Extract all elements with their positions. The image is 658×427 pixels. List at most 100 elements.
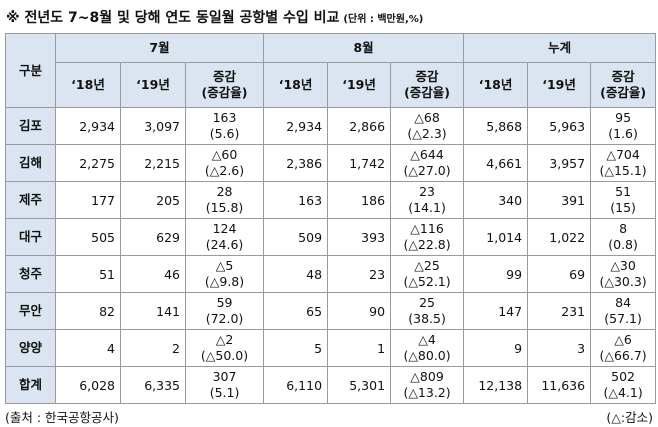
cell-line: (△2.6) (204, 163, 245, 178)
cell-line: ‘19년 (136, 77, 170, 92)
cell-line: △5 (215, 258, 234, 273)
value-cell: 4,661 (463, 144, 529, 182)
value-cell: 2 (120, 329, 186, 367)
row-header: 양양 (5, 329, 56, 367)
change-cell: △68 (△2.3) (390, 107, 465, 145)
row-header: 김포 (5, 107, 56, 145)
cell-line: 증감 (415, 69, 439, 84)
value-cell: 2,866 (327, 107, 392, 145)
table-head: 구분 7월 8월 누계 ‘18년 ‘19년 증감 (증감율) ‘18년 ‘19년 증감 (증감율) ‘1… (5, 33, 657, 108)
value-cell: 1,742 (327, 144, 392, 182)
row-header: 무안 (5, 292, 56, 330)
unit: (단위 : 백만원,%) (343, 14, 424, 25)
source: (출처 : 한국공항공사) (5, 410, 119, 425)
change-cell: 8 (0.8) (590, 218, 657, 256)
column-header: ‘18년 (55, 62, 121, 108)
cell-line: (24.6) (205, 237, 244, 252)
value-cell: 177 (55, 181, 121, 219)
data-row: 합계 6,028 6,335 307 (5.1) 6,110 5,301 △809 (△13.2… (5, 366, 657, 404)
column-header: 증감 (증감율) (390, 62, 465, 108)
cell-line: ‘18년 (278, 77, 313, 92)
change-cell: 124 (24.6) (184, 218, 265, 256)
cell-line: △116 (410, 221, 444, 236)
value-cell: 340 (463, 181, 529, 219)
table-body: 김포 2,934 3,097 163 (5.6) 2,934 2,866 △68 (△2.3) 5… (5, 107, 657, 404)
cell-line: (5.1) (209, 385, 240, 400)
cell-line: (38.5) (408, 311, 446, 326)
change-cell: △116 (△22.8) (390, 218, 465, 256)
change-cell: △5 (△9.8) (184, 255, 265, 293)
value-cell: 5 (263, 329, 329, 367)
change-cell: △60 (△2.6) (184, 144, 265, 182)
value-cell: 4 (55, 329, 121, 367)
value-cell: 163 (263, 181, 329, 219)
corner: 구분 (5, 33, 56, 108)
group-header: 누계 (463, 33, 657, 63)
revenue-table: 구분 7월 8월 누계 ‘18년 ‘19년 증감 (증감율) ‘18년 ‘19년 증감 (증감율) ‘1… (5, 33, 657, 404)
row-header: 김해 (5, 144, 56, 182)
value-cell: 231 (527, 292, 592, 330)
change-cell: 23 (14.1) (390, 181, 465, 219)
cell-line: 84 (615, 295, 632, 310)
cell-line: ‘19년 (542, 77, 576, 92)
value-cell: 51 (55, 255, 121, 293)
group-header: 8월 (263, 33, 465, 63)
cell-line: (△9.8) (204, 274, 245, 289)
row-header: 대구 (5, 218, 56, 256)
value-cell: 69 (527, 255, 592, 293)
cell-line: (증감율) (600, 85, 647, 100)
value-cell: 23 (327, 255, 392, 293)
row-header: 청주 (5, 255, 56, 293)
value-cell: 5,868 (463, 107, 529, 145)
data-row: 양양 4 2 △2 (△50.0) 5 1 △4 (△80.0) 9 3 △6 (△66.7) (5, 329, 657, 367)
group-row: 구분 7월 8월 누계 (5, 33, 657, 108)
cell-line: (15) (610, 200, 636, 215)
cell-line: (△13.2) (403, 385, 451, 400)
value-cell: 2,386 (263, 144, 329, 182)
value-cell: 3,097 (120, 107, 186, 145)
cell-line: ‘19년 (342, 77, 376, 92)
change-cell: 84 (57.1) (590, 292, 657, 330)
cell-line: 25 (419, 295, 435, 310)
value-cell: 11,636 (527, 366, 592, 404)
change-cell: △2 (△50.0) (184, 329, 265, 367)
note: (△:감소) (606, 410, 653, 425)
cell-line: △6 (614, 332, 632, 347)
cell-line: △25 (414, 258, 440, 273)
cell-line: (0.8) (608, 237, 638, 252)
value-cell: 3 (527, 329, 592, 367)
change-cell: 25 (38.5) (390, 292, 465, 330)
cell-line: (△66.7) (599, 348, 647, 363)
title-text: ※ 전년도 7~8월 및 당해 연도 동일월 공항별 수입 비교 (6, 10, 340, 26)
cell-line: 28 (216, 184, 233, 199)
row-header: 합계 (5, 366, 56, 404)
group-header: 7월 (54, 33, 265, 63)
column-header: 증감 (증감율) (590, 62, 657, 108)
column-header: 증감 (증감율) (184, 62, 265, 108)
cell-line: (증감율) (201, 85, 248, 100)
value-cell: 12,138 (463, 366, 529, 404)
cell-line: (△22.8) (403, 237, 451, 252)
column-header: ‘19년 (327, 62, 392, 108)
change-cell: 51 (15) (590, 181, 657, 219)
cell-line: (△2.3) (407, 126, 447, 141)
footer: (출처 : 한국공항공사) (△:감소) (5, 407, 655, 426)
change-cell: 163 (5.6) (184, 107, 265, 145)
data-row: 김포 2,934 3,097 163 (5.6) 2,934 2,866 △68 (△2.3) 5… (5, 107, 657, 145)
cell-line: (72.0) (205, 311, 244, 326)
value-cell: 2,275 (55, 144, 121, 182)
cell-line: △2 (215, 332, 234, 347)
value-cell: 48 (263, 255, 329, 293)
cell-line: (△52.1) (403, 274, 451, 289)
cell-line: (△80.0) (403, 348, 451, 363)
cell-line: (△27.0) (403, 163, 451, 178)
cell-line: △809 (410, 369, 444, 384)
cell-line: △30 (610, 258, 636, 273)
value-cell: 1 (327, 329, 392, 367)
column-row: ‘18년 ‘19년 증감 (증감율) ‘18년 ‘19년 증감 (증감율) ‘18년 ‘19년 증감… (6, 62, 657, 108)
cell-line: ‘18년 (71, 77, 105, 92)
cell-line: 23 (419, 184, 435, 199)
value-cell: 509 (263, 218, 329, 256)
